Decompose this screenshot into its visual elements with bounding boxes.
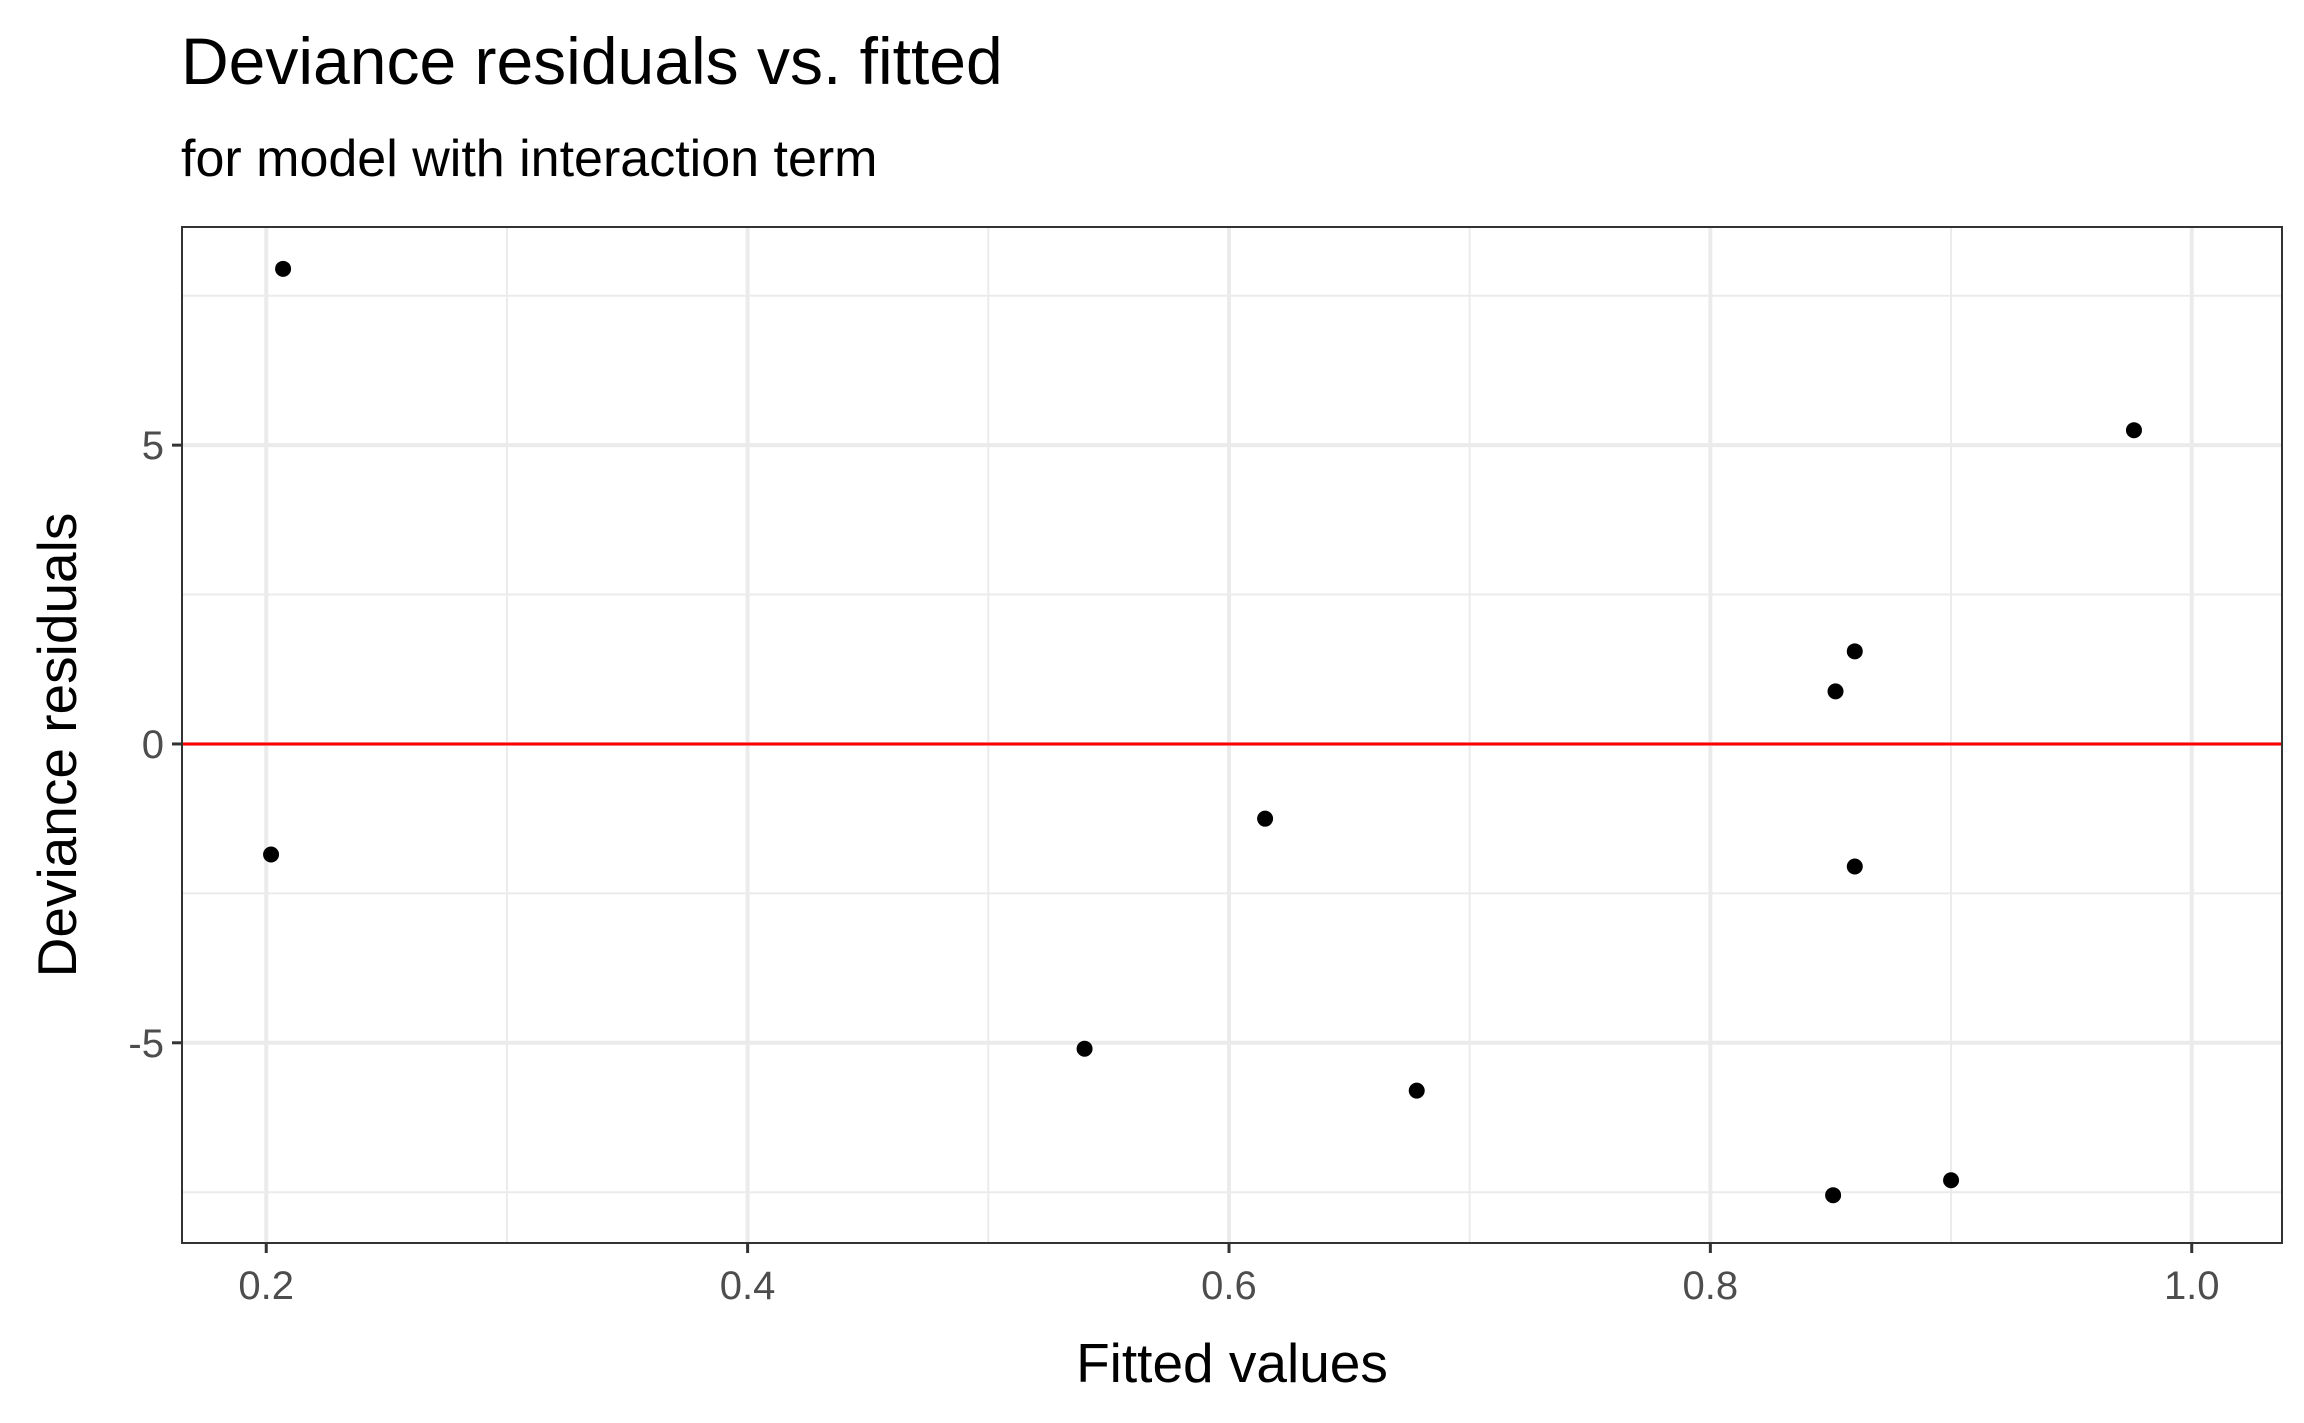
data-point <box>263 846 280 863</box>
data-point <box>1846 643 1863 660</box>
y-tick-label: 5 <box>142 424 164 468</box>
data-point <box>1076 1040 1093 1057</box>
data-point <box>1846 858 1863 875</box>
x-axis-title: Fitted values <box>1076 1332 1388 1394</box>
y-axis-title: Deviance residuals <box>26 513 88 978</box>
y-tick-label: 0 <box>142 723 164 767</box>
y-tick-label: -5 <box>128 1022 164 1066</box>
major-gridlines <box>182 227 2282 1243</box>
x-axis: 0.2 0.4 0.6 0.8 1.0 <box>238 1243 2220 1308</box>
data-point <box>2125 422 2142 439</box>
data-points <box>263 260 2142 1204</box>
x-tick-label: 1.0 <box>2164 1264 2220 1308</box>
data-point <box>275 260 292 277</box>
minor-gridlines <box>182 227 2282 1243</box>
data-point <box>1825 1187 1842 1204</box>
data-point <box>1943 1172 1960 1189</box>
x-tick-label: 0.4 <box>720 1264 776 1308</box>
chart-title: Deviance residuals vs. fitted <box>181 24 1003 98</box>
x-tick-label: 0.6 <box>1201 1264 1257 1308</box>
data-point <box>1827 683 1844 700</box>
y-axis: -5 0 5 <box>128 424 182 1066</box>
data-point <box>1257 810 1274 827</box>
chart-subtitle: for model with interaction term <box>181 130 878 188</box>
panel-border <box>181 226 2283 1244</box>
x-tick-label: 0.2 <box>238 1264 294 1308</box>
x-tick-label: 0.8 <box>1683 1264 1739 1308</box>
data-point <box>1408 1082 1425 1099</box>
